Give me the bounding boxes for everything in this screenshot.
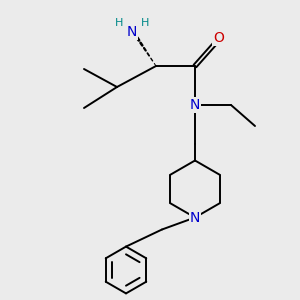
Text: H: H <box>115 18 124 28</box>
Text: N: N <box>190 98 200 112</box>
Text: N: N <box>190 211 200 224</box>
Text: N: N <box>127 25 137 38</box>
Text: O: O <box>214 31 224 44</box>
Text: H: H <box>140 18 149 28</box>
